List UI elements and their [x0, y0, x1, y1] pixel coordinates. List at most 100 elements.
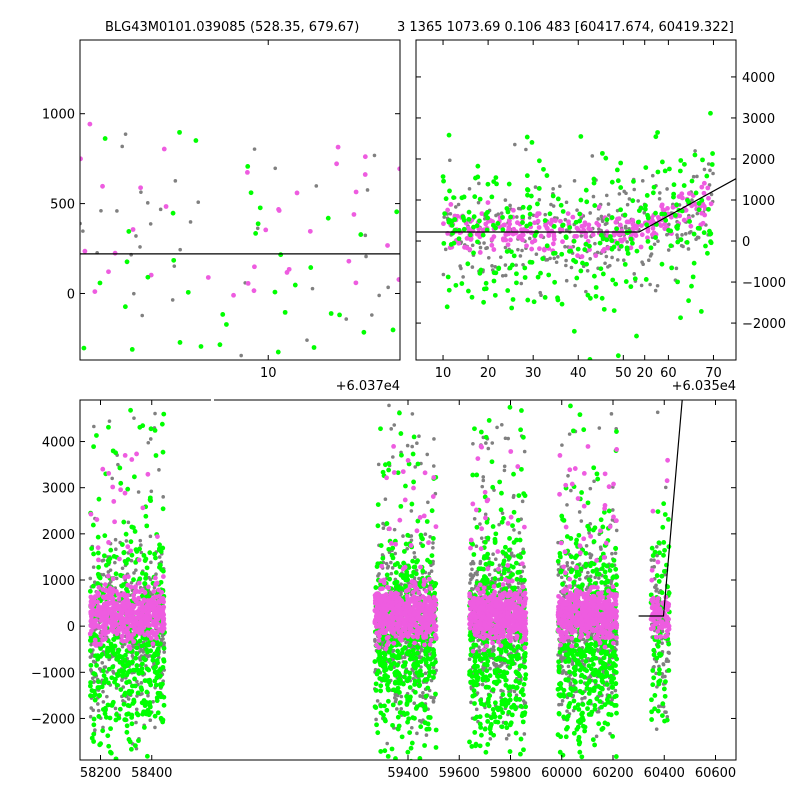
- green-point: [471, 250, 476, 256]
- green-point: [413, 571, 419, 577]
- magenta-point: [80, 156, 83, 162]
- magenta-point: [125, 593, 130, 598]
- green-point: [387, 657, 393, 663]
- green-point: [536, 158, 542, 164]
- magenta-point: [114, 631, 120, 637]
- green-point: [124, 729, 130, 735]
- magenta-point: [335, 144, 341, 150]
- magenta-point: [88, 594, 94, 600]
- green-point: [628, 236, 634, 242]
- magenta-point: [593, 253, 599, 259]
- magenta-point: [154, 629, 160, 635]
- magenta-point: [464, 235, 470, 241]
- green-point: [629, 240, 635, 246]
- magenta-point: [99, 616, 105, 622]
- grey-point: [431, 700, 436, 704]
- green-point: [419, 701, 425, 707]
- grey-point: [513, 142, 517, 147]
- magenta-point: [701, 180, 707, 186]
- grey-point: [138, 245, 142, 249]
- green-point: [410, 715, 416, 721]
- green-point: [408, 745, 414, 751]
- magenta-point: [402, 497, 408, 503]
- magenta-point: [149, 602, 155, 608]
- grey-point: [665, 232, 669, 237]
- magenta-point: [384, 635, 390, 641]
- green-point: [147, 679, 152, 685]
- grey-point: [478, 293, 482, 297]
- magenta-point: [82, 248, 88, 254]
- green-point: [392, 672, 398, 678]
- grey-point: [503, 245, 508, 250]
- green-point: [604, 237, 610, 243]
- magenta-point: [158, 628, 164, 633]
- magenta-point: [100, 605, 106, 610]
- green-point: [493, 270, 499, 276]
- grey-point: [777, 370, 781, 374]
- green-point: [675, 279, 680, 285]
- magenta-point: [125, 599, 131, 605]
- magenta-point: [514, 220, 520, 226]
- grey-point: [498, 255, 503, 259]
- grey-point: [149, 560, 153, 565]
- green-point: [123, 652, 128, 658]
- green-point: [220, 312, 226, 317]
- green-point: [380, 555, 386, 561]
- green-point: [584, 261, 589, 267]
- grey-point: [658, 191, 662, 195]
- green-point: [506, 181, 512, 187]
- grey-point: [415, 731, 419, 736]
- grey-point: [364, 254, 368, 259]
- green-point: [525, 297, 531, 303]
- green-point: [155, 690, 161, 696]
- magenta-point: [414, 586, 420, 592]
- magenta-point: [650, 225, 656, 231]
- magenta-point: [649, 215, 655, 221]
- green-point: [599, 150, 605, 156]
- green-point: [689, 283, 694, 289]
- green-point: [653, 235, 658, 240]
- green-point: [542, 295, 548, 300]
- green-point: [475, 174, 481, 180]
- x-tick-label: 70: [705, 366, 722, 381]
- x-tick-label: 40: [570, 366, 587, 381]
- grey-point: [120, 678, 124, 682]
- green-point: [149, 455, 154, 460]
- green-point: [413, 665, 418, 671]
- green-point: [477, 196, 483, 202]
- green-point: [540, 256, 546, 262]
- green-point: [414, 670, 420, 676]
- green-point: [399, 452, 404, 458]
- green-point: [445, 274, 451, 280]
- magenta-point: [700, 220, 706, 226]
- green-point: [152, 669, 158, 675]
- grey-point: [739, 190, 743, 194]
- grey-point: [101, 689, 105, 694]
- grey-point: [113, 560, 117, 565]
- magenta-point: [106, 269, 111, 275]
- green-point: [143, 556, 149, 562]
- green-point: [115, 656, 121, 662]
- green-point: [424, 677, 430, 682]
- green-point: [527, 204, 533, 210]
- magenta-point: [106, 540, 111, 545]
- green-point: [89, 546, 95, 551]
- green-point: [133, 655, 139, 661]
- green-point: [677, 168, 683, 174]
- green-point: [628, 284, 634, 290]
- green-point: [509, 262, 515, 268]
- grey-point: [690, 198, 694, 202]
- green-point: [137, 424, 143, 430]
- green-point: [645, 238, 651, 244]
- magenta-point: [154, 635, 159, 641]
- green-point: [278, 252, 284, 258]
- grey-point: [310, 286, 315, 291]
- green-point: [113, 756, 119, 760]
- grey-point: [139, 648, 144, 653]
- magenta-point: [415, 615, 421, 621]
- green-point: [426, 714, 432, 720]
- grey-point: [642, 210, 647, 215]
- grey-point: [610, 255, 614, 260]
- panel-3: 58200 58400 59400 59600 59800 60000 60200 60400…: [31, 396, 737, 781]
- green-point: [154, 675, 160, 681]
